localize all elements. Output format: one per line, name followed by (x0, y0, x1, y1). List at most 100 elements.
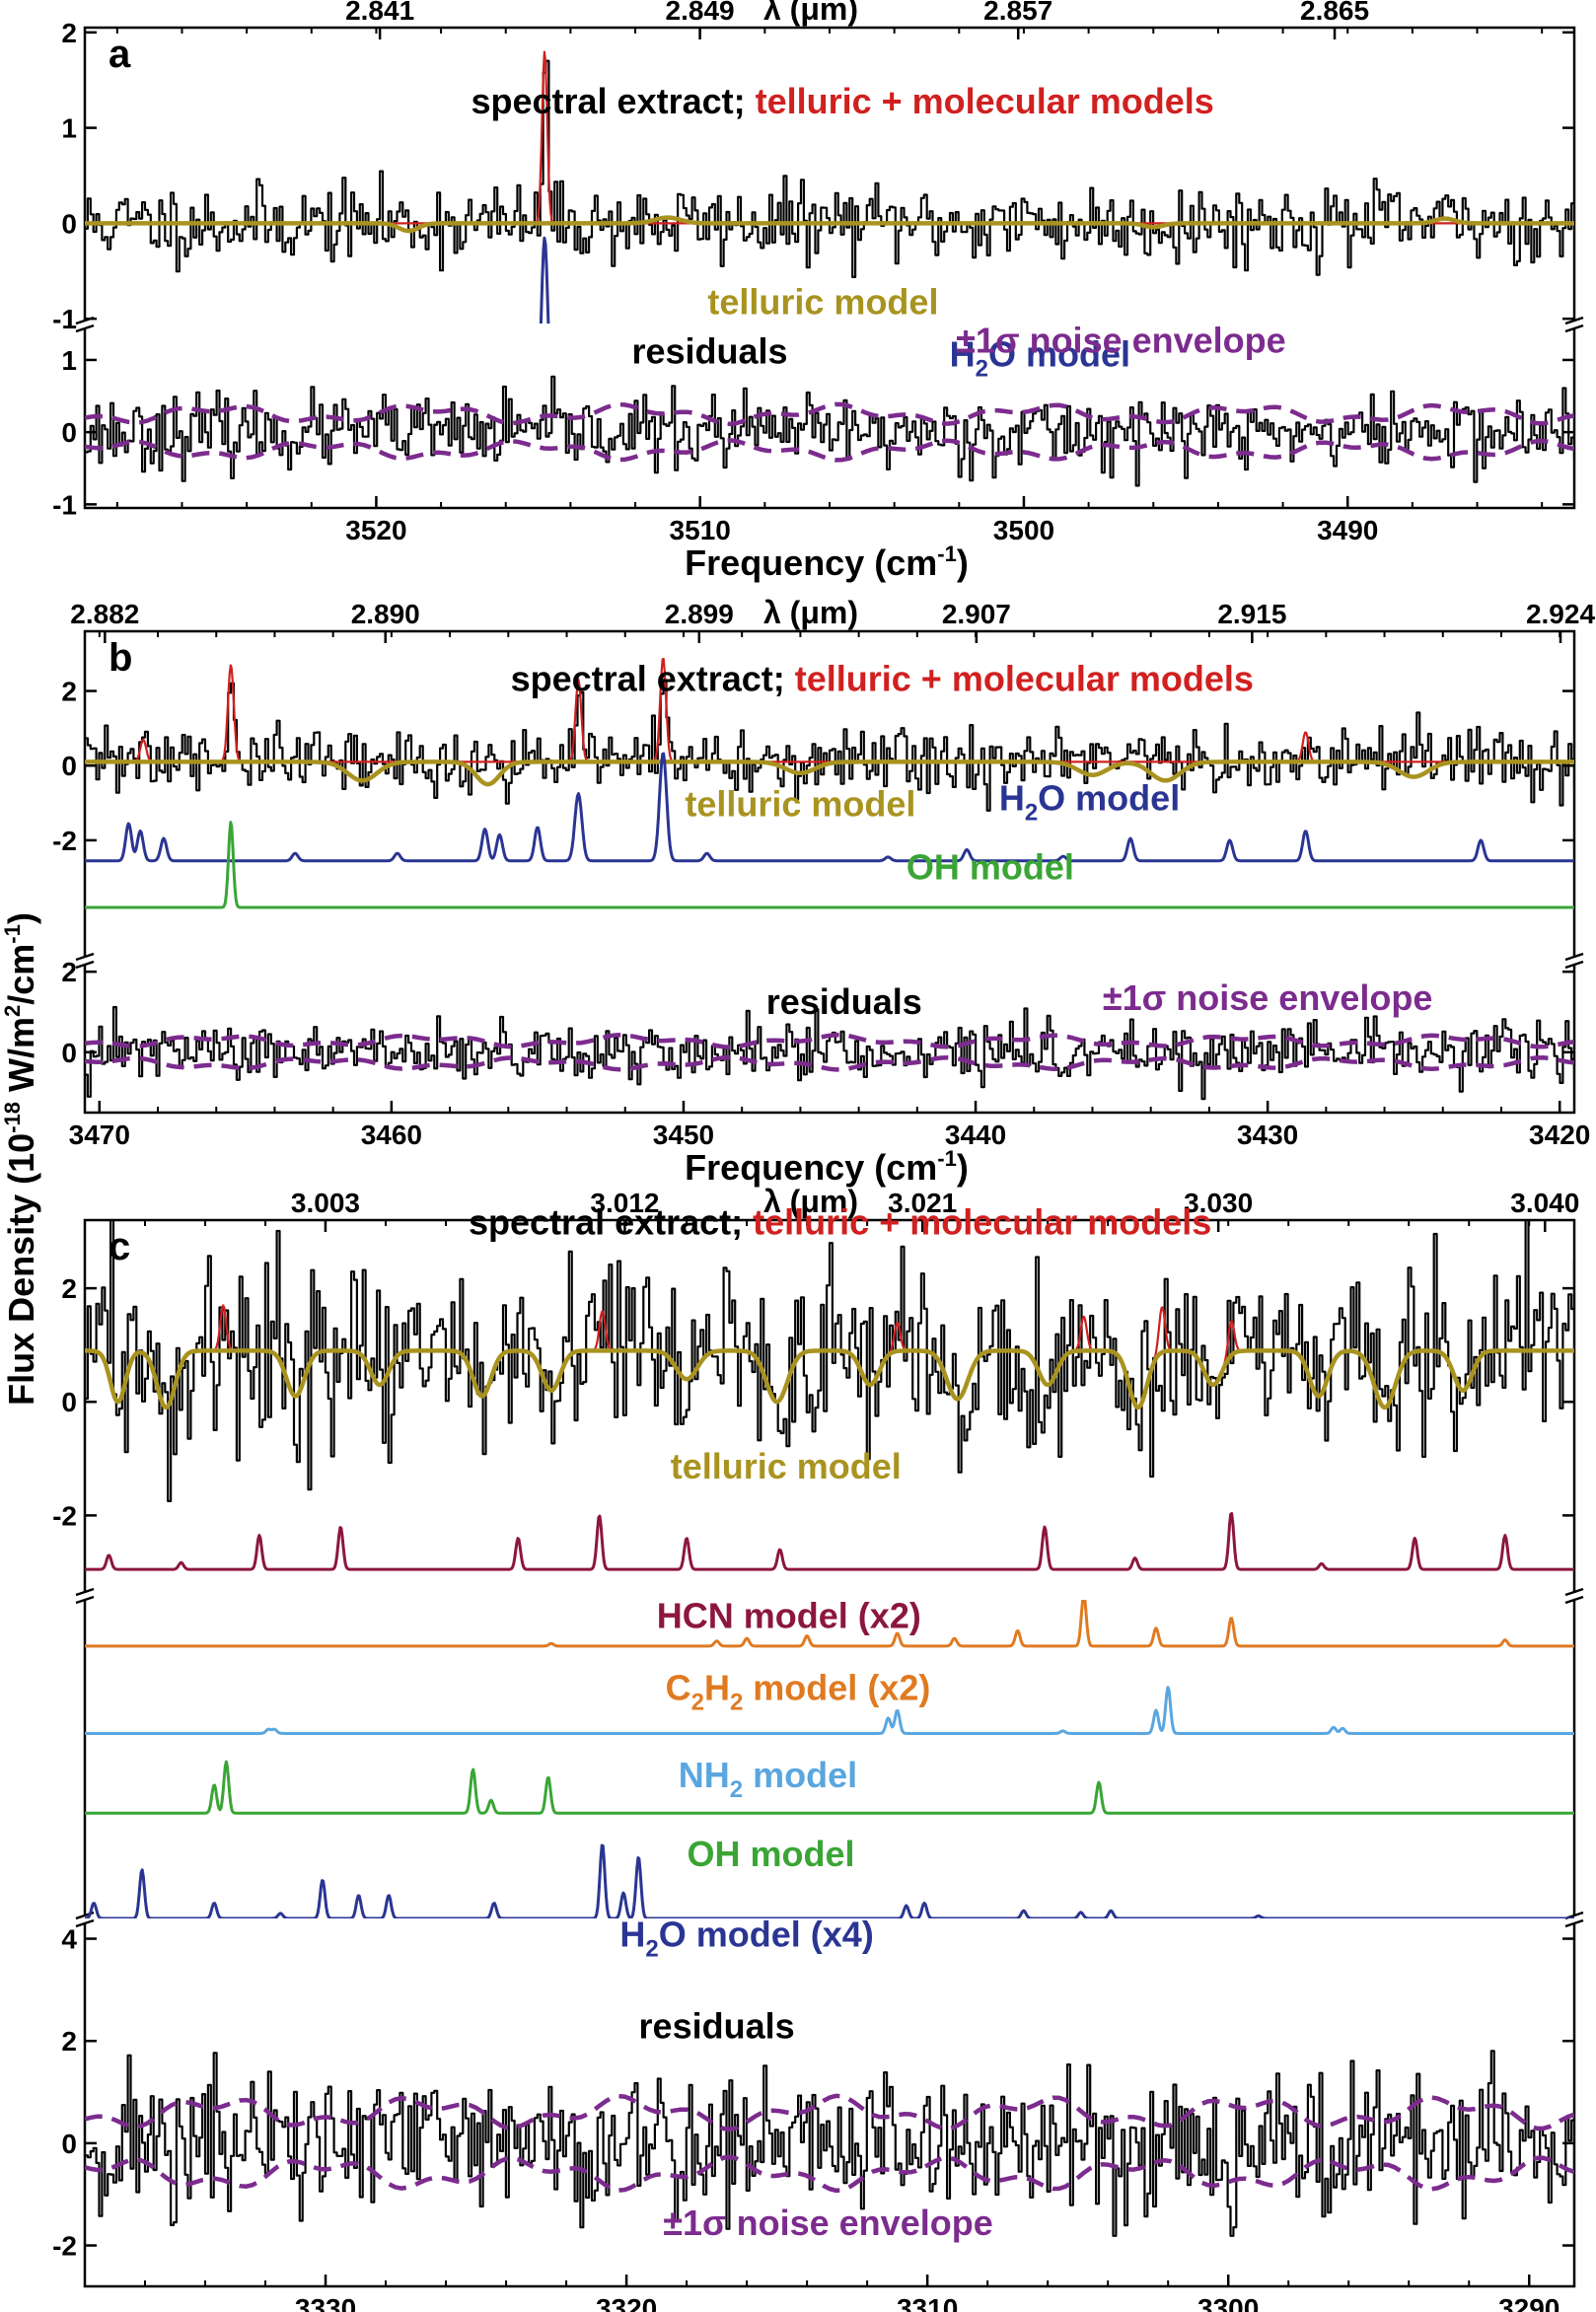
top-tick-label: 2.899 (665, 599, 734, 629)
y-tick-label: -2 (52, 2231, 77, 2262)
top-tick-label: 2.915 (1217, 599, 1286, 629)
series-label: ±1σ noise envelope (956, 321, 1286, 361)
panel-label: a (109, 33, 131, 76)
y-tick-label: 2 (61, 957, 77, 987)
axis-break-gap (77, 322, 93, 329)
x-tick-label: 3430 (1237, 1120, 1298, 1150)
x-tick-label: 3510 (670, 515, 731, 545)
y-tick-label: 0 (61, 2129, 77, 2159)
series-label: ±1σ noise envelope (663, 2203, 993, 2243)
x-axis-label-text: Frequency (cm (685, 542, 937, 583)
axis-break-mark (75, 1595, 95, 1605)
axis-break-mark (1564, 1595, 1584, 1605)
axis-break-gap (1566, 1916, 1582, 1924)
x-tick-label: 3300 (1197, 2293, 1259, 2312)
axis-break-gap (77, 958, 93, 966)
x-tick-label: 3490 (1317, 515, 1378, 545)
top-axis-label: λ (μm) (763, 595, 858, 630)
x-tick-label: 3450 (653, 1120, 714, 1150)
axis-break-gap (1566, 322, 1582, 329)
axis-break-mark (75, 960, 95, 970)
series-label: OH model (688, 1834, 855, 1874)
panels: 3520 3510 3500 3490 2.841 2.849 2.857 2.865 λ (μ… (52, 0, 1595, 2312)
top-tick-label: 2.882 (70, 599, 139, 629)
plot-frame (83, 629, 1576, 1115)
x-axis-label-exp: -1 (937, 542, 957, 566)
y-tick-label: 2 (61, 1273, 77, 1304)
x-tick-label: 3420 (1529, 1120, 1590, 1150)
series-data (85, 59, 1574, 278)
axis-break-gap (1566, 958, 1582, 966)
axis-break-mark (75, 324, 95, 333)
series-label: telluric model (707, 281, 938, 322)
series-hcn (85, 1512, 1574, 1571)
series-label: residuals (639, 2006, 795, 2047)
y-tick-label: 1 (61, 345, 77, 376)
x-tick-label: 3500 (993, 515, 1054, 545)
series-telluric (85, 759, 1574, 787)
y-tick-label: 0 (61, 1038, 77, 1068)
x-tick-label: 3310 (897, 2293, 958, 2312)
y-tick-label: -1 (52, 489, 77, 520)
series-label: residuals (766, 981, 922, 1022)
axis-break-mark (75, 952, 95, 962)
panel-c: 3330 3320 3310 3300 3290 3.003 3.012 3.021 3.030… (52, 1184, 1584, 2312)
y-tick-label: -1 (52, 304, 77, 334)
top-axis-label: λ (μm) (763, 1184, 858, 1219)
axis-break-mark (1564, 960, 1584, 970)
axis-break-mark (1564, 1918, 1584, 1928)
y-tick-label: 2 (61, 18, 77, 48)
x-tick-label: 3330 (295, 2293, 356, 2312)
series-telluric (85, 215, 1574, 234)
top-tick-label: 3.012 (590, 1188, 659, 1218)
top-tick-label: 2.890 (351, 599, 420, 629)
series-telluric (85, 1348, 1574, 1410)
top-tick-label: 2.865 (1300, 0, 1369, 26)
y-tick-label: 2 (61, 677, 77, 707)
y-tick-label: -2 (52, 826, 77, 856)
y-axis-label-close: ) (1, 912, 41, 924)
plot-frame (83, 1218, 1576, 2288)
axis-break-gap (77, 1916, 93, 1924)
noise-envelope-lower (85, 1054, 1574, 1072)
top-tick-label: 3.040 (1510, 1188, 1579, 1218)
y-axis-label-main: Flux Density (10 (1, 1133, 41, 1406)
axis-break-mark (1564, 316, 1584, 325)
x-tick-label: 3320 (596, 2293, 657, 2312)
top-tick-label: 2.857 (983, 0, 1052, 26)
top-tick-label: 2.907 (942, 599, 1011, 629)
series-c2h2 (85, 1600, 1574, 1648)
y-tick-label: 0 (61, 208, 77, 239)
axis-break-gap (77, 1593, 93, 1601)
panel-label: b (109, 636, 132, 680)
axis-break-mark (1564, 1587, 1584, 1597)
x-tick-label: 3440 (945, 1120, 1006, 1150)
series-label: telluric model (685, 783, 915, 824)
x-tick-label: 3520 (345, 515, 406, 545)
x-axis-label-exp: -1 (937, 1146, 957, 1171)
series-label: OH model (907, 847, 1074, 888)
axis-break-gap (1566, 1593, 1582, 1601)
top-tick-label: 2.924 (1526, 599, 1595, 629)
series-label: C2H2 model (x2) (666, 1668, 931, 1716)
series-fit (85, 50, 1574, 225)
series-label: H2O model (950, 334, 1130, 383)
series-h2o (85, 752, 1574, 863)
top-axis-label: λ (μm) (763, 0, 858, 27)
y-axis-label-unit: W/m (1, 1017, 41, 1102)
series-data (85, 1220, 1574, 1502)
series-label: H2O model (x4) (619, 1915, 873, 1963)
panel-b: 3470 3460 3450 3440 3430 3420 2.882 2.890 2.899 2… (52, 595, 1595, 1188)
series-label: residuals (631, 331, 787, 372)
noise-envelope-upper (85, 401, 1574, 427)
panel-label: c (109, 1225, 130, 1268)
y-tick-label: 0 (61, 1387, 77, 1417)
series-oh (85, 821, 1574, 909)
y-axis-label-exp2: 2 (0, 1005, 25, 1017)
x-tick-label: 3470 (69, 1120, 130, 1150)
x-tick-label: 3290 (1498, 2293, 1560, 2312)
series-label: spectral extract; telluric + molecular m… (511, 659, 1254, 699)
axis-break-mark (1564, 952, 1584, 962)
noise-envelope-lower (85, 438, 1574, 463)
